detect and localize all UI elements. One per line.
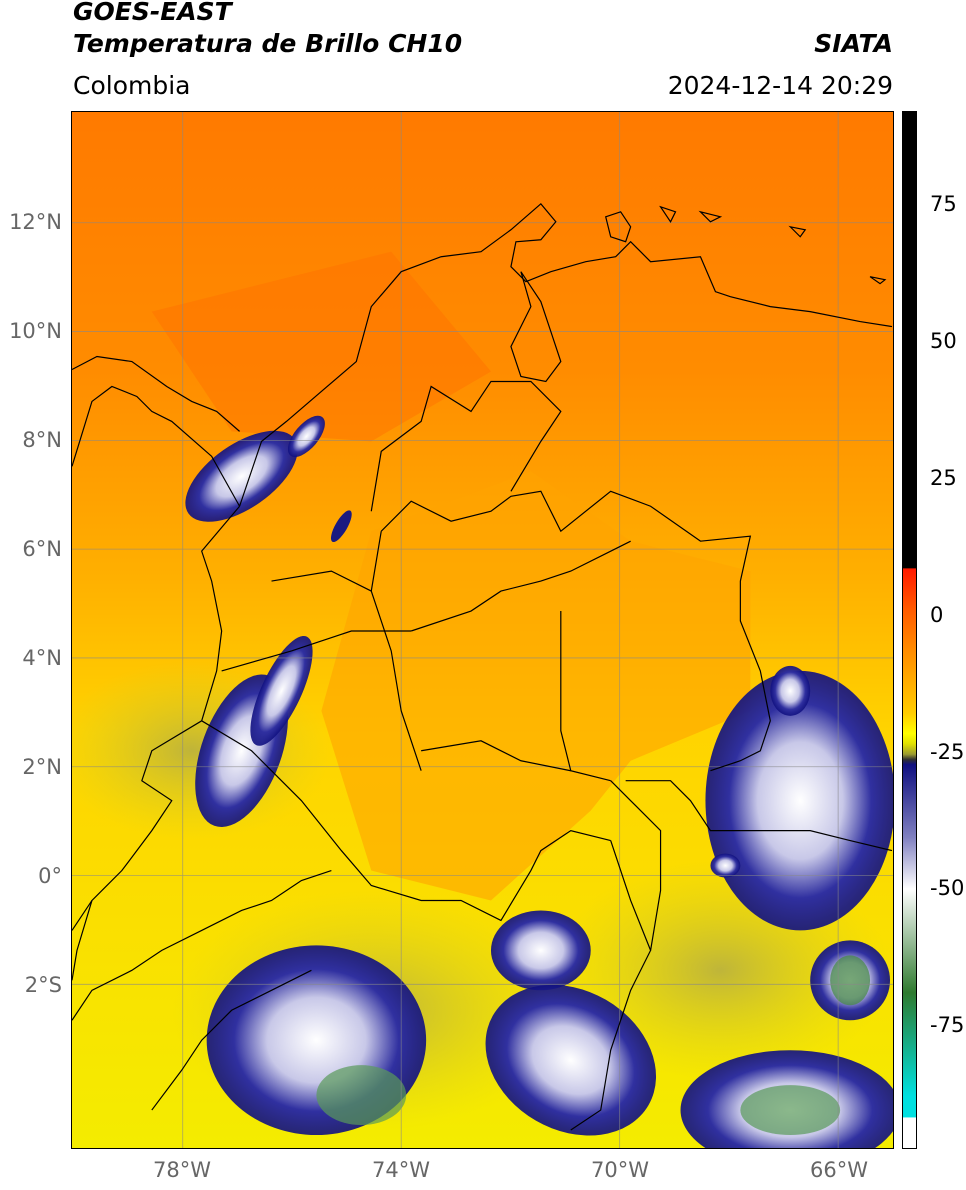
lon-tick-74w: 74°W [372,1158,430,1182]
timestamp-label: 2024-12-14 20:29 [667,71,893,100]
cb-tick-50: 50 [930,329,957,353]
borders [72,202,893,1131]
lat-tick-2n: 2°N [22,755,62,779]
gridlines [72,112,893,1148]
cb-tick-25: 25 [930,466,957,490]
region-label: Colombia [73,71,191,100]
lon-tick-70w: 70°W [591,1158,649,1182]
cb-tick-minus75: -75 [930,1013,965,1037]
lon-tick-66w: 66°W [810,1158,868,1182]
lat-tick-6n: 6°N [22,537,62,561]
satellite-map[interactable] [71,111,894,1149]
lat-tick-0: 0° [38,864,62,888]
colorbar-gradient [903,112,916,1148]
lat-tick-2s: 2°S [24,973,62,997]
cb-tick-0: 0 [930,603,944,627]
title-line1: GOES-EAST [73,0,232,26]
cb-tick-minus25: -25 [930,740,965,764]
lat-tick-4n: 4°N [22,646,62,670]
map-canvas [72,112,893,1148]
cb-tick-minus50: -50 [930,876,965,900]
lat-tick-10n: 10°N [9,319,62,343]
lat-tick-8n: 8°N [22,428,62,452]
colorbar [902,111,917,1149]
lon-tick-78w: 78°W [153,1158,211,1182]
lat-tick-12n: 12°N [9,210,62,234]
source-label: SIATA [814,29,893,58]
cb-tick-75: 75 [930,192,957,216]
title-line2: Temperatura de Brillo CH10 [73,29,463,58]
